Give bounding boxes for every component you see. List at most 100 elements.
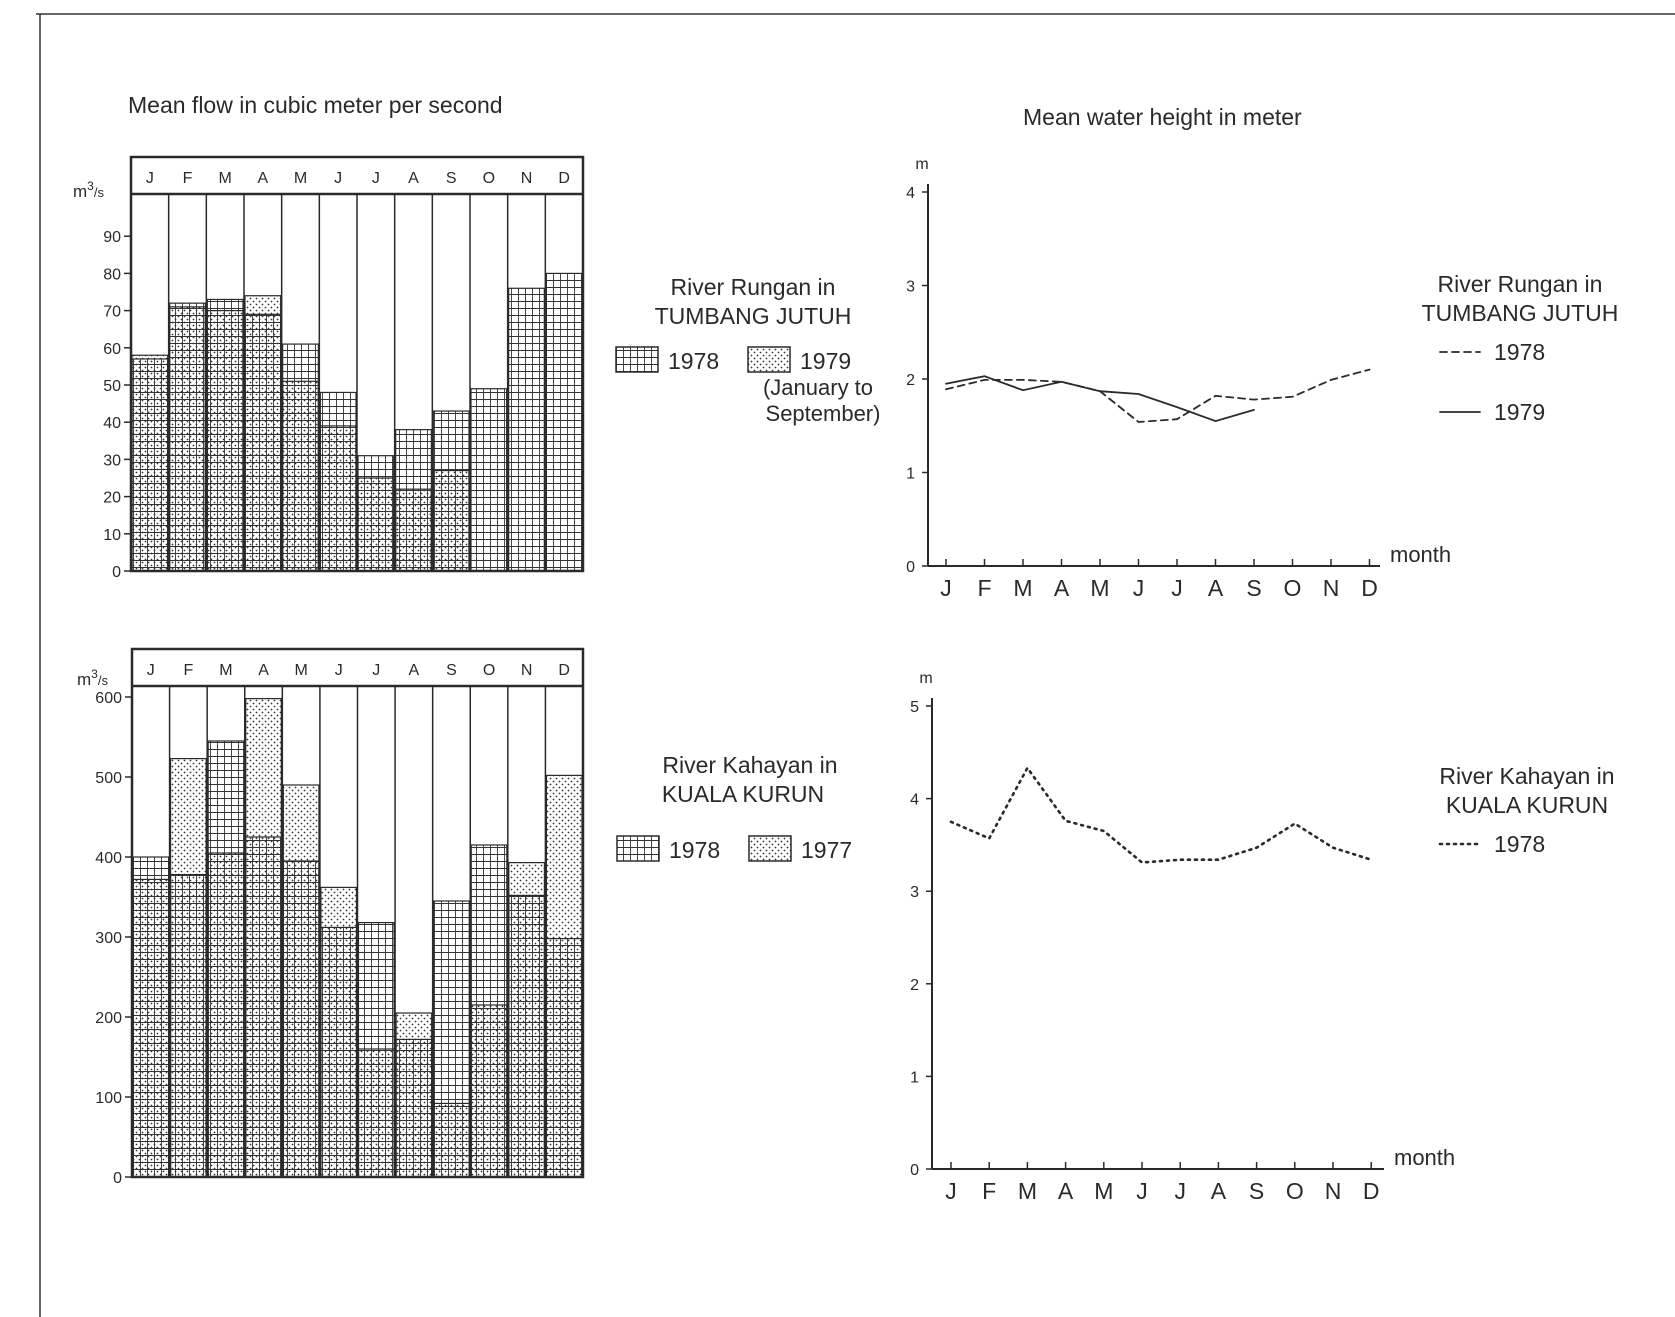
- bar-1979: [282, 380, 319, 572]
- y-tick-label: 200: [95, 1010, 122, 1027]
- bar-1978: [131, 358, 169, 572]
- month-tick-label: J: [1136, 1178, 1148, 1204]
- series-line-1978: [945, 368, 1371, 423]
- month-tick-label: N: [1325, 1178, 1342, 1204]
- month-tick-label: N: [1323, 575, 1340, 601]
- kahayan-mid-label-1: River Kahayan in: [662, 752, 837, 778]
- month-tick-label: M: [1018, 1178, 1037, 1204]
- y-tick-label: 20: [103, 490, 121, 507]
- month-tick-label: J: [147, 662, 155, 679]
- legend-swatch-1978: [616, 835, 660, 862]
- month-tick-label: A: [258, 662, 269, 679]
- month-tick-label: O: [1284, 575, 1302, 601]
- bar-1979: [395, 488, 432, 572]
- bar-1978: [320, 926, 358, 1178]
- x-axis-label: month: [1390, 542, 1451, 567]
- month-tick-label: M: [294, 662, 307, 679]
- month-tick-label: A: [257, 170, 268, 187]
- y-tick-label: 10: [103, 527, 121, 544]
- month-tick-label: O: [1286, 1178, 1304, 1204]
- month-tick-label: F: [982, 1178, 996, 1204]
- bar-1978: [245, 836, 282, 1178]
- y-tick-label: 70: [103, 304, 121, 321]
- month-tick-label: M: [1090, 575, 1109, 601]
- kahayan-mid-label-2: KUALA KURUN: [662, 781, 824, 807]
- month-tick-label: A: [409, 662, 420, 679]
- month-tick-label: D: [1361, 575, 1378, 601]
- y-tick-label: 40: [103, 415, 121, 432]
- month-tick-label: S: [446, 170, 457, 187]
- y-axis-unit: m3/s: [77, 667, 108, 689]
- month-tick-label: S: [1246, 575, 1261, 601]
- rungan-mid-label-1: River Rungan in: [671, 274, 836, 300]
- y-tick-label: 2: [910, 977, 919, 994]
- y-tick-label: 5: [910, 699, 919, 716]
- bar-1977: [470, 1004, 508, 1178]
- height-title: Mean water height in meter: [1023, 104, 1302, 130]
- month-tick-label: A: [408, 170, 419, 187]
- legend-swatch-1979: [747, 346, 791, 373]
- rungan-flow-legend: 1978 1979: [615, 346, 851, 374]
- y-axis-unit: m3/s: [73, 179, 104, 201]
- bar-1979: [319, 425, 357, 572]
- bar-1978: [282, 860, 320, 1178]
- month-tick-label: J: [372, 662, 380, 679]
- y-tick-label: 3: [906, 279, 915, 296]
- month-tick-label: N: [521, 170, 533, 187]
- bar-1979: [169, 306, 206, 572]
- y-tick-label: 80: [103, 266, 121, 283]
- y-tick-label: 60: [103, 341, 121, 358]
- y-tick-label: 4: [910, 792, 919, 809]
- bar-1978: [244, 313, 282, 572]
- legend-label-1978: 1978: [1494, 339, 1545, 365]
- y-tick-label: 0: [112, 564, 121, 581]
- y-tick-label: 500: [95, 770, 122, 787]
- y-tick-label: 90: [103, 229, 121, 246]
- month-tick-label: F: [977, 575, 991, 601]
- y-tick-label: 30: [103, 452, 121, 469]
- month-tick-label: M: [1013, 575, 1032, 601]
- flow-title: Mean flow in cubic meter per second: [128, 92, 503, 118]
- y-tick-label: 4: [906, 185, 915, 202]
- rungan-mid-label-2: TUMBANG JUTUH: [655, 303, 852, 329]
- rungan-height-legend: 1978 1979: [1439, 339, 1545, 425]
- month-tick-label: D: [1363, 1178, 1380, 1204]
- bar-1978: [470, 388, 508, 572]
- y-tick-label: 400: [95, 850, 122, 867]
- y-tick-label: 1: [910, 1069, 919, 1086]
- month-tick-label: J: [146, 170, 154, 187]
- rungan-note-2: September): [766, 401, 881, 426]
- bar-1978: [545, 272, 583, 572]
- kahayan-height-legend: 1978: [1438, 831, 1545, 857]
- y-axis-unit: m: [919, 670, 932, 687]
- bar-1977: [433, 1102, 470, 1178]
- bar-1978: [395, 1038, 433, 1178]
- month-tick-label: S: [1249, 1178, 1264, 1204]
- y-tick-label: 0: [906, 559, 915, 576]
- month-tick-label: J: [334, 170, 342, 187]
- legend-label-1979: 1979: [1494, 399, 1545, 425]
- legend-label-1978: 1978: [669, 837, 720, 863]
- rungan-right-label-1: River Rungan in: [1438, 271, 1603, 297]
- month-tick-label: A: [1054, 575, 1070, 601]
- month-tick-label: F: [183, 170, 193, 187]
- rungan-flow-chart: J F M A M J J A S O N D 0 10 20 30 40 50 60 70 80 90 m3/s: [73, 155, 585, 581]
- month-tick-label: D: [558, 170, 570, 187]
- month-tick-label: A: [1058, 1178, 1074, 1204]
- y-tick-label: 100: [95, 1090, 122, 1107]
- month-tick-label: M: [219, 170, 232, 187]
- y-tick-label: 2: [906, 372, 915, 389]
- month-tick-label: J: [1133, 575, 1145, 601]
- x-axis-label: month: [1394, 1145, 1455, 1170]
- bar-1979: [357, 477, 395, 572]
- month-tick-label: N: [521, 662, 533, 679]
- legend-label-1978: 1978: [1494, 831, 1545, 857]
- legend-label-1978: 1978: [668, 348, 719, 374]
- month-tick-label: O: [483, 170, 495, 187]
- bar-1978: [508, 287, 545, 572]
- rungan-note-1: (January to: [763, 375, 873, 400]
- month-tick-label: J: [945, 1178, 957, 1204]
